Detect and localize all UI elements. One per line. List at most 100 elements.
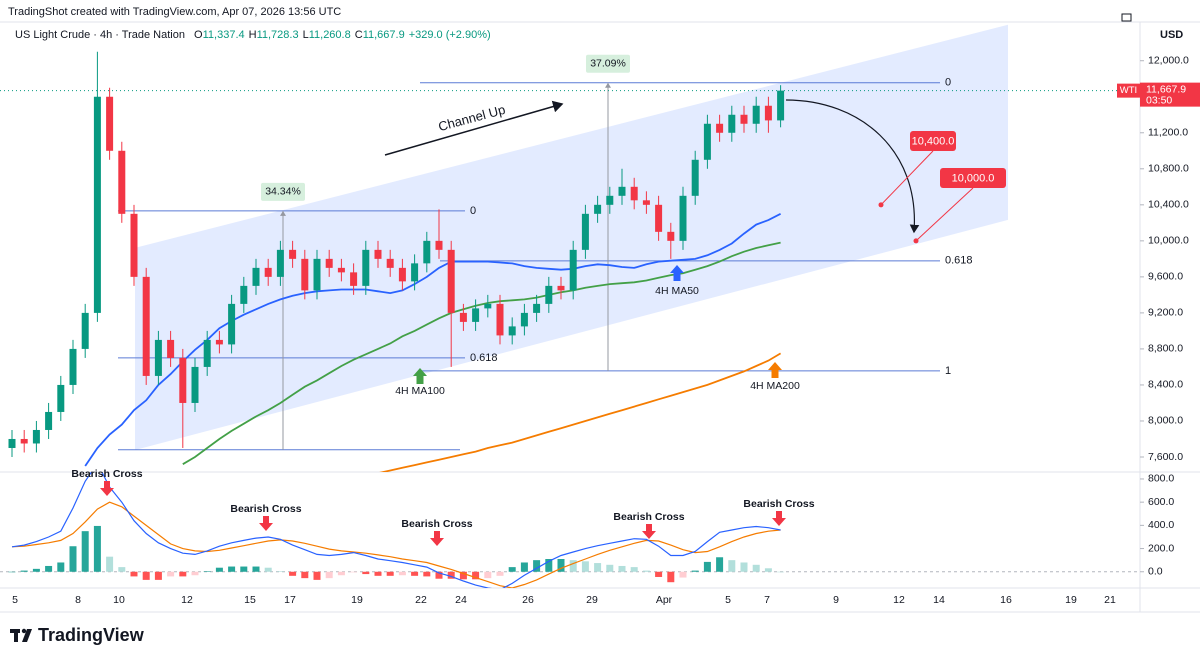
candle-body — [411, 263, 419, 282]
oscillator-pane — [0, 472, 1140, 588]
histogram-bar — [606, 564, 614, 572]
legend-value: 11,337.4 — [203, 29, 245, 41]
candle-body — [264, 267, 272, 277]
candle-body — [57, 384, 65, 412]
candle-body — [618, 186, 626, 196]
measure-arrow — [280, 210, 286, 216]
histogram-bar — [8, 571, 16, 573]
histogram-bar — [447, 571, 455, 579]
legend-value: 11,260.8 — [309, 29, 351, 41]
measure-box — [261, 182, 305, 201]
currency: USD — [1160, 29, 1183, 41]
histogram-bar — [313, 571, 321, 580]
histogram-bar — [398, 571, 406, 576]
ma-arrow — [670, 265, 684, 281]
candle-body — [520, 312, 528, 327]
candle-body — [20, 438, 28, 444]
candle-body — [398, 267, 406, 282]
fib-ratio: 1 — [945, 365, 951, 377]
candle-body — [655, 204, 663, 232]
candle-body — [167, 339, 175, 358]
histogram-bar — [655, 571, 663, 577]
forecast-arrow — [785, 99, 920, 234]
candle-body — [313, 258, 321, 291]
histogram-bar — [508, 567, 516, 572]
moving-average — [379, 352, 782, 472]
x-tick-label: 26 — [522, 594, 534, 606]
ma-label: 4H MA50 — [655, 285, 699, 297]
histogram-bar — [142, 571, 150, 580]
candle-body — [240, 285, 248, 304]
cross-arrow — [259, 516, 273, 531]
candle-body — [667, 231, 675, 241]
y-tick-label: 800.0 — [1148, 473, 1174, 485]
maximize-icon[interactable] — [1121, 13, 1132, 22]
candle-body — [484, 303, 492, 309]
x-tick-label: 5 — [725, 594, 731, 606]
candle-body — [106, 96, 114, 151]
main-pane: 0 0.618 0 0.618 1 34.34% 37.09% — [0, 24, 1140, 472]
histogram-bar — [423, 571, 431, 577]
countdown-label: 03:50 — [1146, 94, 1172, 106]
attribution: TradingShot created with TradingView.com… — [8, 6, 341, 18]
y-tick-label: 8,400.0 — [1148, 379, 1183, 391]
legend-key: L — [303, 29, 309, 41]
candle-body — [642, 200, 650, 205]
histogram-bar — [703, 561, 711, 572]
candle-body — [447, 249, 455, 313]
histogram-bar — [777, 571, 785, 573]
cross-label: Bearish Cross — [71, 468, 142, 480]
measure-label: 37.09% — [590, 57, 626, 69]
candle-body — [118, 150, 126, 214]
histogram-bar — [472, 571, 480, 580]
histogram-bar — [411, 571, 419, 576]
histogram-bar — [20, 570, 28, 572]
measure-box — [586, 54, 630, 73]
histogram-bar — [435, 571, 443, 579]
x-tick-label: 12 — [181, 594, 193, 606]
fib-ratio: 0 — [945, 77, 951, 89]
candle-body — [557, 285, 565, 291]
ma-label: 4H MA100 — [395, 385, 445, 397]
signal-line — [11, 501, 781, 588]
histogram-bar — [118, 567, 126, 572]
candle-body — [752, 105, 760, 124]
candle-body — [289, 249, 297, 259]
channel-arrow — [384, 100, 564, 156]
x-tick-label: 12 — [893, 594, 905, 606]
candle-body — [69, 348, 77, 385]
axes: 7,600.0 8,000.0 8,400.0 8,800.0 9,200.0 9,600… — [12, 55, 1200, 606]
target-label: 10,000.0 — [952, 172, 995, 184]
histogram-bar — [533, 560, 541, 572]
candle-body — [581, 213, 589, 250]
y-tick-label: 9,200.0 — [1148, 307, 1183, 319]
target-box — [940, 168, 1006, 188]
y-tick-label: 10,800.0 — [1148, 163, 1189, 175]
y-tick-label: 12,000.0 — [1148, 55, 1189, 67]
histogram-bar — [350, 571, 358, 573]
candle-body — [472, 308, 480, 322]
histogram-bar — [276, 571, 284, 572]
y-tick-label: 200.0 — [1148, 542, 1174, 554]
histogram-bar — [752, 564, 760, 572]
ma-label: 4H MA200 — [750, 380, 800, 392]
candle-body — [703, 123, 711, 160]
symbol-label: WTI — [1120, 85, 1137, 96]
candle-body — [203, 339, 211, 367]
x-tick-label: 14 — [933, 594, 945, 606]
cross-arrow — [100, 481, 114, 496]
candle-body — [81, 312, 89, 349]
candle-body — [496, 303, 504, 336]
histogram-bar — [215, 567, 223, 572]
target-point — [913, 238, 919, 244]
macd-line — [11, 472, 781, 588]
candle-body — [374, 249, 382, 259]
x-tick-label: 29 — [586, 594, 598, 606]
target-connector — [880, 150, 934, 206]
histogram-bar — [228, 566, 236, 572]
candle-body — [130, 213, 138, 277]
candle-body — [594, 204, 602, 214]
price-box — [1140, 82, 1200, 107]
